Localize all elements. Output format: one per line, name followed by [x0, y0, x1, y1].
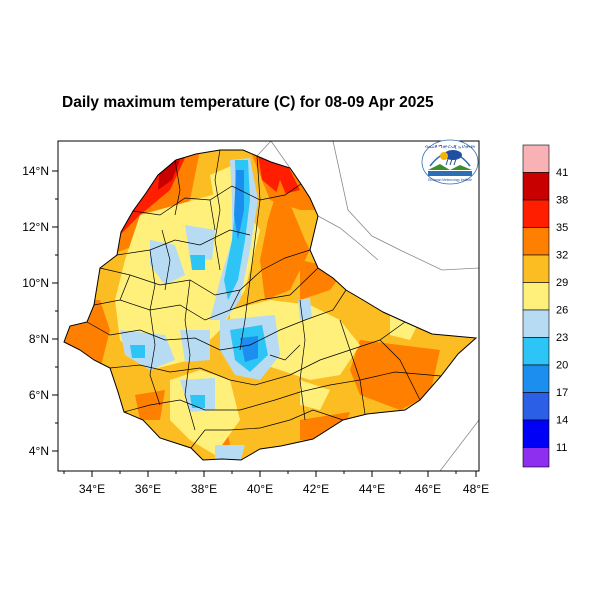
lat-tick-label: 8°N	[29, 332, 49, 346]
lon-tick-label: 48°E	[463, 482, 489, 496]
colorbar-label: 20	[556, 360, 568, 372]
neighbor-borders	[256, 141, 479, 471]
colorbar-label: 14	[556, 415, 568, 427]
colorbar-label: 17	[556, 387, 568, 399]
lon-tick-label: 38°E	[191, 482, 217, 496]
colorbar: 41 38 35 32 29 26 23 20 17 14 11	[522, 144, 568, 468]
colorbar-label: 32	[556, 250, 568, 262]
colorbar-label: 26	[556, 305, 568, 317]
logo-top-text: ብሔራዊ ሚቲዮሮሎጂ ኢንስቲትዩት	[425, 144, 476, 149]
lon-tick-label: 40°E	[247, 482, 273, 496]
lat-tick-label: 12°N	[22, 220, 49, 234]
lat-tick-label: 6°N	[29, 388, 49, 402]
lon-tick-label: 44°E	[359, 482, 385, 496]
colorbar-label: 11	[556, 442, 567, 454]
colorbar-label: 38	[556, 195, 568, 207]
lon-tick-label: 36°E	[135, 482, 161, 496]
lon-tick-label: 34°E	[79, 482, 105, 496]
logo-bottom-text: Ethiopian Meteorology Institute	[428, 178, 472, 182]
colorbar-label: 29	[556, 277, 568, 289]
admin-borders	[63, 149, 478, 461]
lon-axis: 34°E 36°E 38°E 40°E 42°E 44°E 46°E 48°E	[63, 471, 489, 496]
colorbar-label: 23	[556, 332, 568, 344]
lon-tick-label: 46°E	[415, 482, 441, 496]
lat-axis: 14°N 12°N 10°N 8°N 6°N 4°N	[22, 164, 58, 458]
lat-tick-label: 10°N	[22, 276, 49, 290]
lon-tick-label: 42°E	[303, 482, 329, 496]
colorbar-label: 35	[556, 222, 568, 234]
plot-frame	[57, 140, 480, 472]
map-title: Daily maximum temperature (C) for 08-09 …	[62, 94, 434, 111]
colorbar-label: 41	[556, 167, 568, 179]
institute-logo: ብሔራዊ ሚቲዮሮሎጂ ኢንስቲትዩት Ethiopian Meteorolog…	[421, 139, 479, 185]
lat-tick-label: 14°N	[22, 164, 49, 178]
lat-tick-label: 4°N	[29, 444, 49, 458]
